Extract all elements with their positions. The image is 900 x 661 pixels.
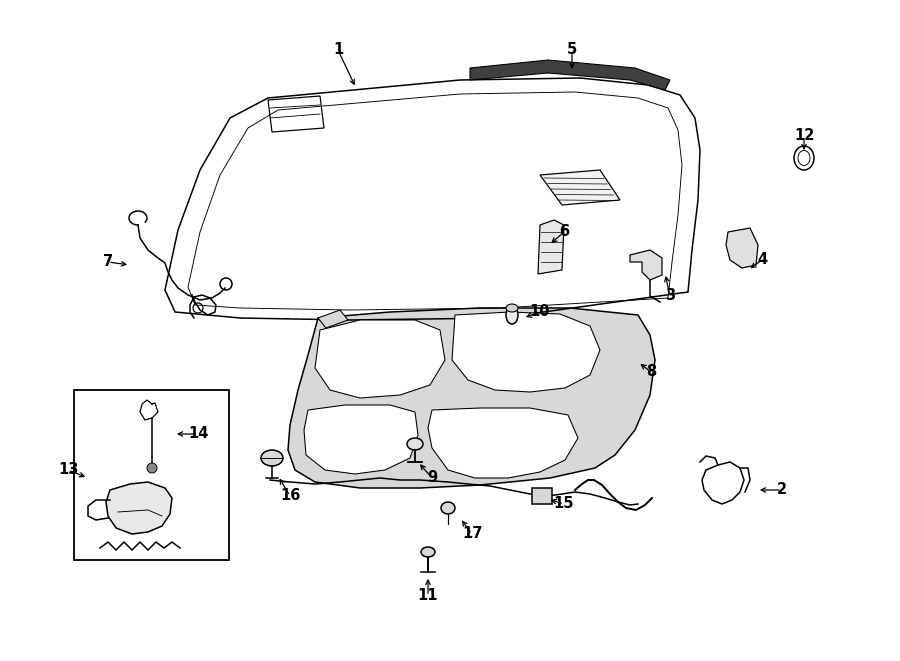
Ellipse shape <box>506 304 518 312</box>
Polygon shape <box>428 408 578 478</box>
Polygon shape <box>318 310 348 328</box>
Polygon shape <box>538 220 564 274</box>
Polygon shape <box>288 308 655 488</box>
Text: 4: 4 <box>757 253 767 268</box>
Text: 10: 10 <box>530 305 550 319</box>
Ellipse shape <box>506 306 518 324</box>
Polygon shape <box>470 60 670 90</box>
Polygon shape <box>106 482 172 534</box>
Text: 5: 5 <box>567 42 577 58</box>
Polygon shape <box>452 312 600 392</box>
Text: 2: 2 <box>777 483 788 498</box>
Ellipse shape <box>421 547 435 557</box>
Text: 13: 13 <box>58 463 78 477</box>
Bar <box>532 488 552 504</box>
Text: 15: 15 <box>554 496 574 512</box>
Text: 17: 17 <box>462 527 482 541</box>
Polygon shape <box>630 250 662 280</box>
Ellipse shape <box>261 450 283 466</box>
Text: 9: 9 <box>427 471 437 485</box>
Polygon shape <box>540 170 620 205</box>
Ellipse shape <box>441 502 455 514</box>
Bar <box>74 390 229 560</box>
Text: 1: 1 <box>333 42 343 58</box>
Text: 11: 11 <box>418 588 438 603</box>
Polygon shape <box>304 405 418 474</box>
Text: 8: 8 <box>646 364 656 379</box>
Text: 6: 6 <box>559 225 569 239</box>
Text: 14: 14 <box>188 426 208 442</box>
Circle shape <box>147 463 157 473</box>
Polygon shape <box>315 320 445 398</box>
Ellipse shape <box>407 438 423 450</box>
Text: 3: 3 <box>665 288 675 303</box>
Text: 7: 7 <box>103 254 113 270</box>
Text: 12: 12 <box>794 128 814 143</box>
Text: 16: 16 <box>280 488 301 504</box>
Polygon shape <box>726 228 758 268</box>
